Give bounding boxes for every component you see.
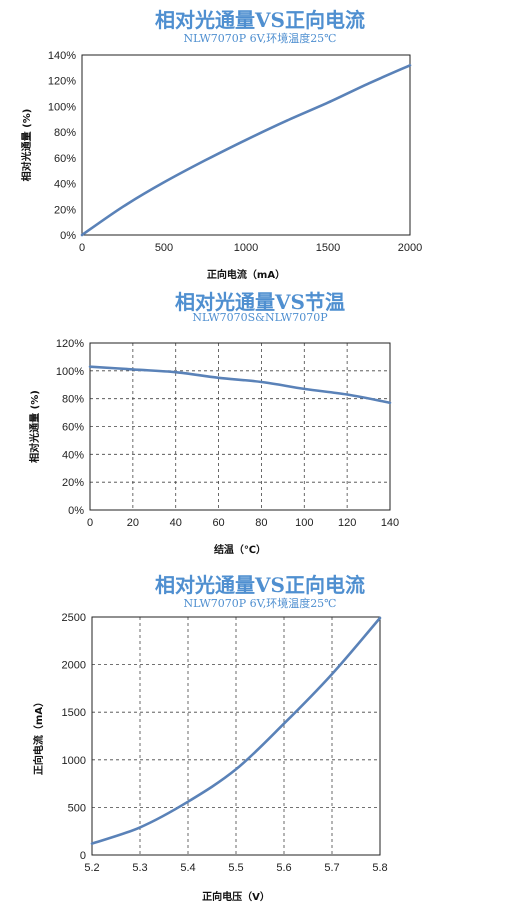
data-point <box>283 722 285 724</box>
y-tick-label: 40% <box>62 449 84 461</box>
series-line <box>90 616 382 845</box>
data-point <box>204 159 206 161</box>
chart-2-title: 相对光通量VS节温 <box>175 290 345 314</box>
y-tick-label: 1000 <box>62 755 86 767</box>
series-line <box>80 64 412 237</box>
x-tick-label: 1500 <box>316 242 340 254</box>
chart-3-title: 相对光通量VS正向电流 <box>155 573 365 597</box>
chart-3: 相对光通量VS正向电流 NLW7070P 6V,环境温度25℃ 5.2 5.3 5.… <box>0 565 520 920</box>
data-point <box>379 617 381 619</box>
plot-frame <box>81 54 411 236</box>
data-point <box>235 768 237 770</box>
y-tick-label: 60% <box>62 422 84 434</box>
chart-3-subtitle: NLW7070P 6V,环境温度25℃ <box>183 597 337 610</box>
data-point <box>327 101 329 103</box>
x-tick-label: 80 <box>255 517 267 529</box>
x-tick-label: 5.3 <box>132 862 147 874</box>
y-tick-label: 500 <box>68 802 86 814</box>
data-point <box>260 381 262 383</box>
y-tick-label: 0% <box>60 230 76 242</box>
data-point <box>217 377 219 379</box>
data-point <box>346 393 348 395</box>
plot-frame <box>91 616 381 856</box>
y-tick-label: 120% <box>48 76 76 88</box>
chart-2-plot: 0 20 40 60 80 100 120 140 0% 20% 40% 60% 80% 100% 120%… <box>28 338 399 556</box>
y-axis-label: 相对光通量 (%) <box>20 109 33 182</box>
data-point <box>245 139 247 141</box>
data-point <box>368 82 370 84</box>
chart-1-subtitle: NLW7070P 6V,环境温度25℃ <box>183 32 337 45</box>
chart-1-title: 相对光通量VS正向电流 <box>155 8 365 32</box>
y-tick-label: 100% <box>56 366 84 378</box>
plot-frame <box>89 342 391 511</box>
x-tick-label: 140 <box>381 517 399 529</box>
y-tick-label: 80% <box>54 127 76 139</box>
data-point <box>187 800 189 802</box>
chart-1: 相对光通量VS正向电流 NLW7070P 6V,环境温度25℃ 0 500 1000… <box>0 0 520 290</box>
data-point <box>132 368 134 370</box>
y-tick-label: 140% <box>48 50 76 62</box>
x-tick-label: 2000 <box>398 242 422 254</box>
data-point <box>331 673 333 675</box>
y-tick-label: 20% <box>62 477 84 489</box>
x-tick-label: 0 <box>87 517 93 529</box>
y-axis-label: 相对光通量 (%) <box>28 390 41 463</box>
x-tick-label: 100 <box>295 517 313 529</box>
y-tick-label: 0 <box>80 850 86 862</box>
x-tick-label: 20 <box>127 517 139 529</box>
x-tick-label: 1000 <box>234 242 258 254</box>
data-point <box>389 402 391 404</box>
chart-1-plot: 0 500 1000 1500 2000 0% 20% 40% 60% 80% 100% 120% 14… <box>20 50 422 281</box>
x-axis-label: 结温（℃） <box>214 543 266 556</box>
data-point <box>286 119 288 121</box>
data-point <box>175 371 177 373</box>
x-tick-label: 120 <box>338 517 356 529</box>
y-tick-label: 80% <box>62 394 84 406</box>
x-tick-label: 5.4 <box>180 862 195 874</box>
y-tick-label: 0% <box>68 505 84 517</box>
x-axis-label: 正向电压（V） <box>202 890 270 903</box>
data-point <box>91 842 93 844</box>
y-tick-label: 1500 <box>62 707 86 719</box>
y-tick-label: 40% <box>54 179 76 191</box>
chart-3-plot: 5.2 5.3 5.4 5.5 5.6 5.7 5.8 0 500 1000 1500 2000 250… <box>32 612 388 903</box>
data-point <box>122 206 124 208</box>
x-axis-label: 正向电流（mA） <box>207 268 285 281</box>
x-tick-label: 5.2 <box>84 862 99 874</box>
x-tick-label: 500 <box>155 242 173 254</box>
x-tick-label: 40 <box>170 517 182 529</box>
data-point <box>409 64 411 66</box>
chart-2-subtitle: NLW7070S&NLW7070P <box>192 311 328 324</box>
data-point <box>303 388 305 390</box>
x-tick-label: 5.5 <box>228 862 243 874</box>
x-tick-label: 5.6 <box>276 862 291 874</box>
chart-2: 相对光通量VS节温 NLW7070S&NLW7070P 0 20 40 60 80 100… <box>0 288 520 563</box>
series-line <box>88 365 392 405</box>
y-tick-label: 20% <box>54 204 76 216</box>
y-tick-label: 100% <box>48 101 76 113</box>
data-point <box>89 365 91 367</box>
x-tick-label: 0 <box>79 242 85 254</box>
data-point <box>81 234 83 236</box>
y-tick-label: 120% <box>56 338 84 350</box>
y-tick-label: 2000 <box>62 660 86 672</box>
y-tick-label: 2500 <box>62 612 86 624</box>
y-tick-label: 60% <box>54 153 76 165</box>
x-tick-label: 60 <box>212 517 224 529</box>
x-tick-label: 5.7 <box>324 862 339 874</box>
x-tick-label: 5.8 <box>372 862 387 874</box>
data-point <box>163 181 165 183</box>
data-point <box>139 826 141 828</box>
y-axis-label: 正向电流（mA） <box>32 697 45 775</box>
